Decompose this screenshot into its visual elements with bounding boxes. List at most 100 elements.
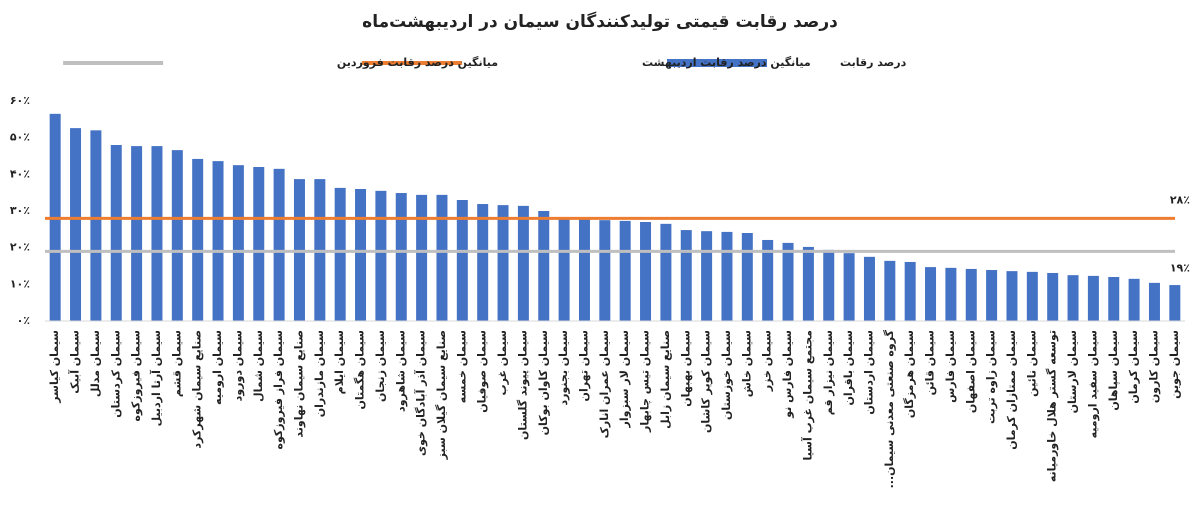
bar xyxy=(660,223,672,321)
bar xyxy=(110,145,122,321)
x-tick-label: سیمان لار سبزوار xyxy=(618,330,631,428)
x-tick-label: صنایع سیمان گیلان سبز xyxy=(435,330,448,460)
bar xyxy=(782,242,794,321)
bar xyxy=(395,193,407,321)
x-tick-label: سیمان فارس نو xyxy=(781,330,794,419)
x-tick-label: گروه صنعتی معدنی سیمان... xyxy=(883,329,896,488)
bar xyxy=(843,253,855,321)
bar xyxy=(762,239,774,321)
bar xyxy=(192,158,204,321)
bar xyxy=(619,220,631,321)
bar xyxy=(477,204,489,321)
bar xyxy=(721,231,733,321)
x-tick-label: سیمان شمال xyxy=(252,330,265,402)
x-tick-label: سیمان هرمزگان xyxy=(903,330,916,418)
x-tick-label: سیمان پیوند گلستان xyxy=(516,330,529,440)
legend-label: درصد رقابت xyxy=(840,56,907,69)
y-tick-label: ۶۰٪ xyxy=(10,94,30,107)
bar xyxy=(863,256,875,321)
x-tick-label: سیمان کردستان xyxy=(109,330,122,418)
x-tick-label: سیمان مازندران xyxy=(313,330,326,417)
x-tick-label: سیمان آرتا اردبیل xyxy=(149,330,163,426)
bar xyxy=(823,249,835,321)
bar xyxy=(802,246,814,321)
x-tick-label: سیمان نیزار قم xyxy=(822,330,835,415)
bar xyxy=(640,222,652,321)
x-tick-label: سیمان آبیک xyxy=(68,330,82,394)
bar xyxy=(1047,272,1059,321)
bar xyxy=(1006,271,1018,321)
bar xyxy=(1128,278,1140,321)
x-tick-label: سیمان قائن xyxy=(924,330,937,395)
bar xyxy=(1148,282,1160,321)
bar xyxy=(925,267,937,321)
reference-label: ۲۸٪ xyxy=(1170,193,1190,206)
x-tick-label: سیمان قشم xyxy=(170,330,183,397)
x-tick-label: سیمان کویر کاشان xyxy=(700,330,713,433)
bar xyxy=(232,165,244,321)
bar xyxy=(701,231,713,321)
bar xyxy=(558,219,570,321)
x-tick-label: سیمان کیاسر xyxy=(48,330,61,404)
bar xyxy=(416,194,428,321)
x-tick-label: سیمان ممتازان کرمان xyxy=(1005,330,1018,450)
bar xyxy=(375,190,387,321)
x-tick-label: سیمان هگمتان xyxy=(354,330,367,409)
x-tick-label: سیمان جوین xyxy=(1168,330,1181,399)
bar xyxy=(1169,285,1181,321)
legend-label: میانگین درصد رقابت فروردین xyxy=(337,56,498,69)
bar xyxy=(334,187,346,321)
bar xyxy=(70,128,82,321)
bar xyxy=(456,200,468,321)
x-tick-label: صنایع سیمان نهاوند xyxy=(292,330,305,438)
reference-label: ۱۹٪ xyxy=(1170,261,1190,274)
bar xyxy=(253,167,265,321)
bar xyxy=(578,219,590,321)
x-tick-label: سیمان خاش xyxy=(740,330,753,397)
x-tick-label: سیمان آذر آبادگان خوی xyxy=(414,330,428,456)
bar xyxy=(1026,271,1038,321)
x-tick-label: مجتمع سیمان غرب آسیا xyxy=(800,330,814,460)
bar xyxy=(1087,275,1099,321)
x-tick-label: توسعه گستر هلال خاورمیانه xyxy=(1046,330,1059,482)
x-tick-label: سیمان زنجان xyxy=(374,330,387,402)
x-tick-label: سیمان فیروزکوه xyxy=(130,330,143,422)
y-tick-label: ۲۰٪ xyxy=(10,241,30,254)
x-tick-label: سیمان شاهرود xyxy=(394,330,407,412)
x-tick-label: سیمان خزر xyxy=(761,330,774,392)
chart-title: درصد رقابت قیمتی تولیدکنندگان سیمان در ا… xyxy=(362,11,838,32)
bar xyxy=(151,146,163,321)
x-tick-label: سیمان اصفهان xyxy=(964,330,977,413)
y-tick-label: ۵۰٪ xyxy=(10,131,30,144)
bar xyxy=(680,230,692,321)
x-tick-label: سیمان خمسه xyxy=(455,330,468,403)
bar xyxy=(904,261,916,321)
bar xyxy=(517,205,529,321)
bar xyxy=(1108,277,1120,321)
x-tick-label: سیمان فارس xyxy=(944,330,957,403)
x-tick-label: سیمان مدلل xyxy=(89,330,102,397)
x-tick-label: سیمان کارون xyxy=(1147,330,1160,403)
x-tick-label: سیمان باقران xyxy=(842,330,855,406)
bar xyxy=(436,194,448,321)
bar xyxy=(884,260,896,321)
bar xyxy=(741,233,753,321)
bar xyxy=(212,161,224,321)
x-tick-label: سیمان بهبهان xyxy=(679,330,692,407)
bar xyxy=(497,205,509,321)
bar xyxy=(599,220,611,321)
x-tick-label: سیمان کاوان بوکان xyxy=(537,330,550,435)
x-tick-label: سیمان غرب xyxy=(496,330,509,395)
x-tick-label: سیمان کرمان xyxy=(1127,330,1140,404)
x-tick-label: سیمان تهران xyxy=(577,330,590,401)
bar xyxy=(273,168,285,321)
bar xyxy=(355,189,367,321)
legend-swatch xyxy=(667,59,767,67)
x-tick-label: سیمان تیس چابهار xyxy=(639,330,652,433)
legend-label: میانگین درصد رقابت اردیبهشت xyxy=(642,56,811,69)
bar xyxy=(986,270,998,321)
x-tick-label: صنایع سیمان شهرکرد xyxy=(191,330,204,449)
x-tick-label: سیمان ایلام xyxy=(333,330,346,394)
bar xyxy=(945,267,957,321)
